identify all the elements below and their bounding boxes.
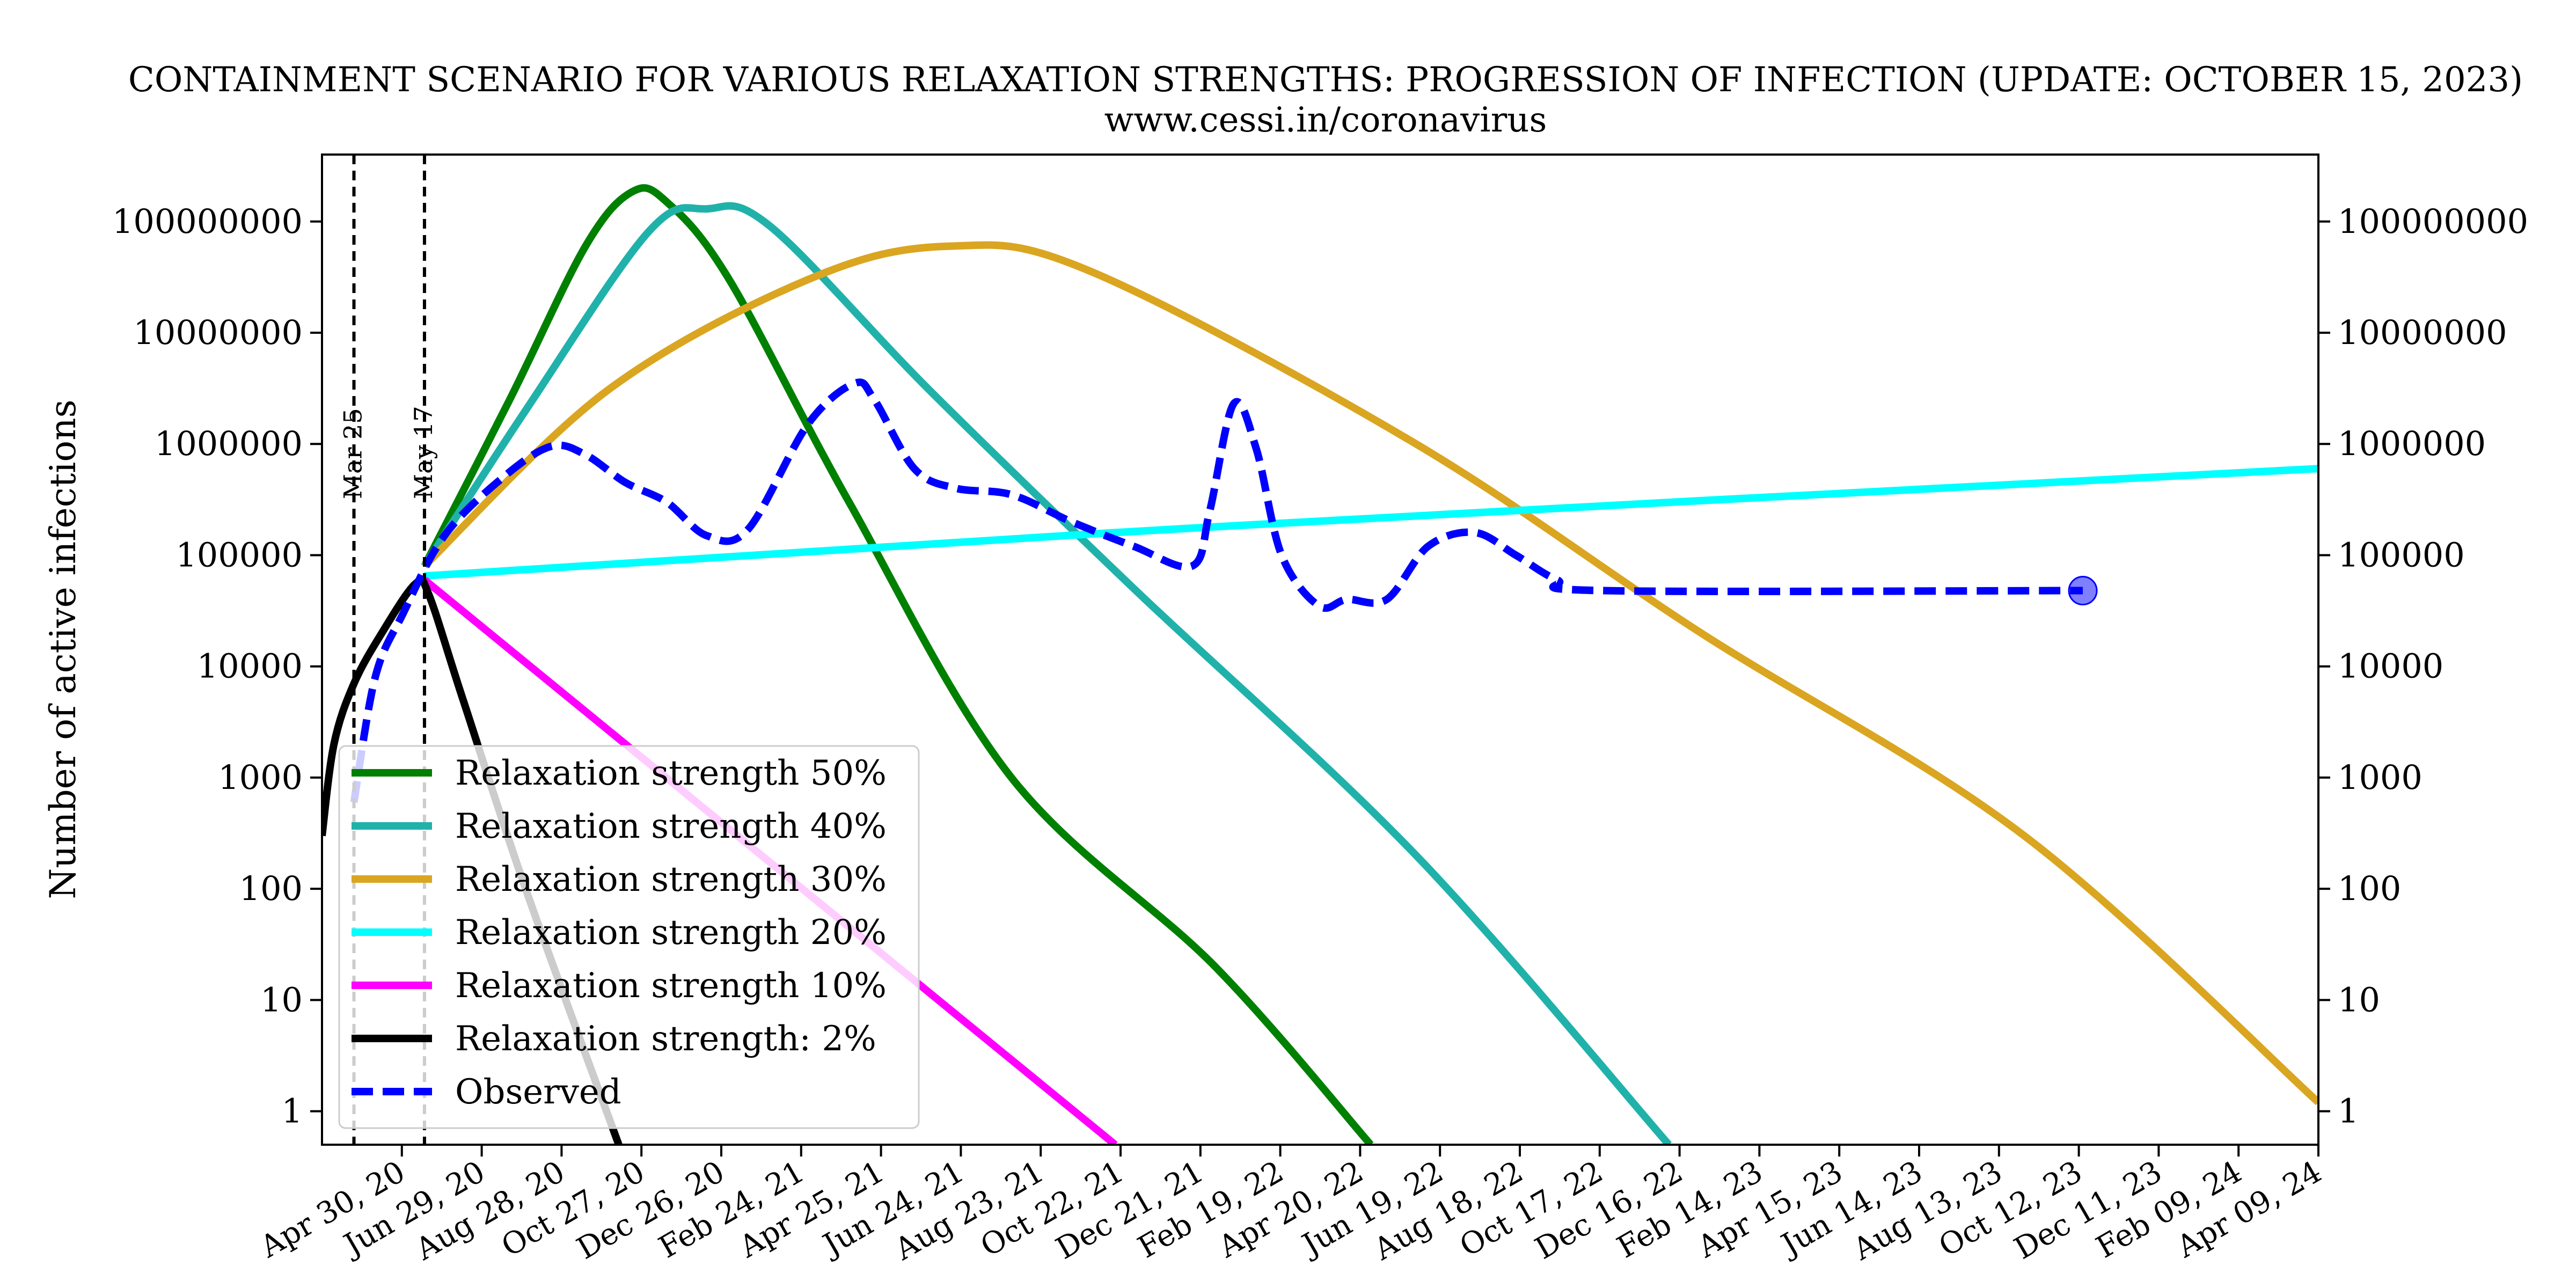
legend-box: [338, 745, 920, 1129]
y-tick-label-right: 1000: [2338, 758, 2423, 797]
y-tick-label-left: 1: [282, 1092, 303, 1131]
y-tick-label-left: 100: [239, 869, 303, 908]
y-tick-label-right: 100000: [2338, 535, 2465, 574]
y-tick-label-right: 10: [2338, 980, 2380, 1019]
y-tick-label-right: 100000000: [2338, 202, 2528, 241]
chart-title: CONTAINMENT SCENARIO FOR VARIOUS RELAXAT…: [128, 60, 2523, 100]
series-line-relaxation-strength-50: [421, 184, 1374, 1145]
plot-frame: [321, 153, 2319, 1146]
y-tick-label-right: 10000000: [2338, 313, 2507, 352]
legend-label-relaxation-strength-30: Relaxation strength 30%: [455, 860, 887, 899]
y-tick-label-right: 1000000: [2338, 424, 2486, 463]
y-tick-label-left: 1000: [218, 758, 303, 797]
last-observed-marker: [2068, 576, 2098, 606]
series-line-relaxation-strength-20: [424, 465, 2318, 580]
y-tick-label-left: 1000000: [155, 424, 303, 463]
y-axis-right: 1 10 100 1000 10000 100000 1000000 10000000 1000…: [2318, 202, 2528, 1131]
y-axis-left: 1 10 100 1000 10000 100000 1000000 10000000 1000…: [112, 202, 322, 1131]
legend-label-relaxation-strength-50: Relaxation strength 50%: [455, 753, 887, 793]
y-tick-label-right: 10000: [2338, 647, 2443, 686]
vline-label-may-17: May 17: [409, 406, 438, 499]
chart-subtitle: www.cessi.in/coronavirus: [1104, 100, 1547, 140]
legend-label-observed: Observed: [455, 1072, 621, 1112]
y-tick-label-left: 10: [260, 980, 303, 1019]
y-tick-label-left: 100000: [175, 535, 303, 574]
series-line-relaxation-strength-40: [421, 202, 1672, 1145]
y-tick-label-left: 10000: [197, 647, 303, 686]
y-tick-label-right: 1: [2338, 1092, 2359, 1131]
vline-label-mar-25: Mar 25: [339, 408, 368, 499]
y-axis-label: Number of active infections: [42, 400, 84, 899]
legend-items: Relaxation strength 50% Relaxation streng…: [352, 753, 887, 1112]
legend-label-relaxation-strength-20: Relaxation strength 20%: [455, 913, 887, 953]
legend: Relaxation strength 50% Relaxation streng…: [338, 745, 920, 1129]
legend-label-relaxation-strength-10: Relaxation strength 10%: [455, 966, 887, 1006]
y-tick-label-left: 10000000: [133, 313, 303, 352]
series-line-observed: [350, 378, 2083, 803]
legend-label-relaxation-strength-40: Relaxation strength 40%: [455, 807, 887, 846]
series-line-relaxation-strength-30: [422, 241, 2318, 1106]
legend-label-relaxation-strength-2: Relaxation strength: 2%: [455, 1019, 876, 1059]
y-tick-label-right: 100: [2338, 869, 2401, 908]
y-tick-label-left: 100000000: [112, 202, 303, 241]
